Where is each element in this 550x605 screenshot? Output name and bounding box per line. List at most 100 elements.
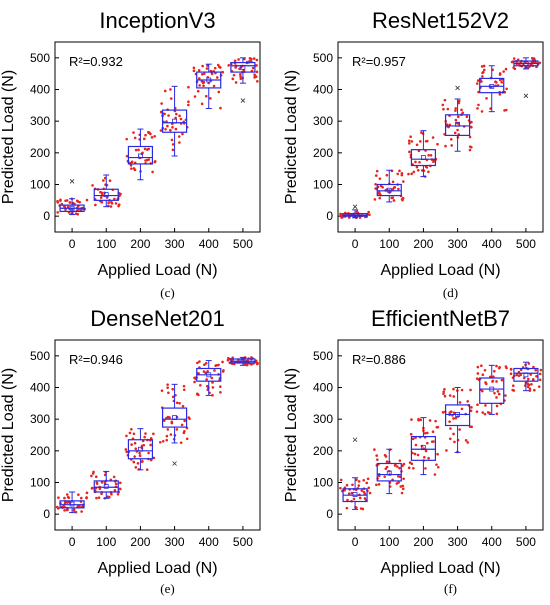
data-point — [469, 409, 473, 413]
data-point — [385, 173, 389, 177]
y-tick-label: 500 — [313, 349, 333, 363]
data-point — [537, 385, 541, 388]
box-body — [479, 77, 505, 94]
data-point — [535, 374, 538, 378]
data-point — [94, 203, 97, 207]
box-100 — [373, 448, 406, 495]
data-point — [345, 506, 349, 510]
data-point — [469, 388, 472, 392]
data-point — [418, 160, 421, 164]
data-point — [494, 80, 497, 84]
data-point — [423, 431, 427, 435]
data-point — [475, 377, 479, 380]
data-point — [493, 391, 496, 395]
data-point — [108, 179, 112, 183]
data-point — [468, 148, 472, 152]
data-point — [164, 127, 167, 131]
data-point — [147, 131, 151, 135]
x-axis-label: Applied Load (N) — [97, 560, 217, 577]
y-tick-label: 100 — [30, 178, 50, 192]
data-point — [400, 171, 404, 175]
data-point — [143, 147, 147, 151]
data-point — [66, 205, 70, 209]
data-point — [183, 419, 186, 423]
data-point — [448, 420, 451, 423]
data-point — [509, 372, 513, 376]
data-point — [134, 447, 138, 450]
data-point — [355, 478, 358, 481]
data-point — [475, 410, 479, 413]
data-point — [436, 425, 440, 429]
data-point — [488, 411, 491, 415]
data-point — [426, 139, 429, 143]
mean-marker — [103, 483, 109, 489]
data-point — [167, 114, 170, 117]
data-point — [449, 437, 452, 441]
data-point — [170, 421, 174, 425]
data-point — [531, 57, 535, 61]
data-point — [377, 474, 381, 478]
data-point — [203, 363, 206, 367]
data-points — [373, 448, 406, 495]
data-point — [429, 153, 433, 157]
data-point — [363, 497, 367, 500]
data-point — [407, 466, 411, 470]
data-point — [495, 396, 498, 399]
data-point — [166, 428, 170, 431]
data-point — [475, 82, 479, 85]
data-point — [434, 419, 437, 423]
box-100 — [90, 470, 122, 500]
x-tick-label: 0 — [69, 535, 76, 549]
data-point — [495, 404, 499, 408]
data-point — [415, 143, 419, 147]
data-point — [138, 451, 141, 455]
data-point — [419, 418, 423, 422]
data-point — [407, 139, 411, 143]
panel-title: ResNet152V2 — [372, 8, 509, 33]
data-point — [138, 454, 142, 458]
data-point — [452, 387, 455, 391]
data-point — [489, 107, 492, 110]
data-point — [351, 483, 354, 487]
data-point — [396, 475, 400, 478]
y-tick-label: 200 — [30, 146, 50, 160]
data-point — [448, 394, 452, 397]
data-point — [458, 428, 461, 431]
y-tick-label: 100 — [30, 476, 50, 490]
data-point — [392, 186, 396, 189]
data-point — [211, 381, 214, 384]
data-point — [170, 138, 174, 142]
data-point — [538, 378, 542, 382]
data-point — [345, 483, 349, 487]
outlier-marker — [352, 204, 358, 209]
data-point — [427, 170, 430, 174]
data-point — [203, 72, 206, 76]
box-body — [376, 183, 402, 197]
data-point — [180, 423, 184, 427]
data-point — [401, 196, 405, 200]
data-point — [398, 466, 401, 470]
data-point — [385, 460, 389, 464]
data-point — [432, 160, 435, 163]
data-point — [526, 385, 530, 389]
data-point — [159, 110, 163, 114]
x-tick-label: 0 — [69, 237, 76, 251]
mean-marker — [240, 64, 246, 70]
mean-marker — [172, 415, 177, 420]
data-point — [99, 196, 103, 199]
data-point — [496, 390, 500, 393]
data-point — [56, 211, 60, 214]
data-point — [460, 407, 464, 411]
mean-marker — [455, 121, 460, 127]
data-point — [529, 373, 533, 376]
data-point — [504, 394, 507, 397]
data-point — [449, 410, 453, 414]
data-point — [481, 71, 484, 75]
outlier-marker — [240, 98, 246, 103]
data-point — [400, 173, 404, 177]
data-point — [217, 90, 221, 94]
y-axis-label: Predicted Load (N) — [0, 368, 17, 502]
data-point — [441, 411, 445, 414]
data-point — [193, 380, 196, 384]
